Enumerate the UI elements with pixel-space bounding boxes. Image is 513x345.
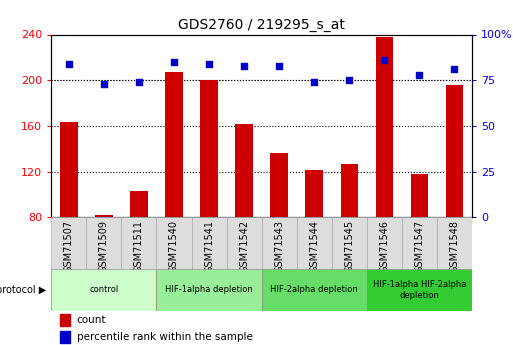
Bar — [367, 217, 402, 269]
Text: GSM71547: GSM71547 — [415, 220, 424, 273]
Text: GSM71540: GSM71540 — [169, 220, 179, 273]
Bar — [200, 80, 218, 217]
Point — [275, 63, 283, 68]
Point — [380, 57, 388, 63]
Text: count: count — [76, 315, 106, 325]
Bar — [305, 170, 323, 217]
Text: percentile rank within the sample: percentile rank within the sample — [76, 332, 252, 342]
Text: GSM71546: GSM71546 — [379, 220, 389, 273]
Text: control: control — [89, 285, 119, 294]
Point — [205, 61, 213, 67]
Bar — [156, 217, 191, 269]
Point — [170, 59, 178, 65]
Text: GSM71543: GSM71543 — [274, 220, 284, 273]
Text: GSM71507: GSM71507 — [64, 220, 74, 273]
Point — [345, 77, 353, 83]
Bar — [51, 269, 156, 310]
Bar — [60, 331, 70, 343]
Bar — [60, 122, 77, 217]
Bar — [60, 314, 70, 326]
Bar — [402, 217, 437, 269]
Bar — [446, 85, 463, 217]
Bar — [270, 153, 288, 217]
Bar — [165, 72, 183, 217]
Title: GDS2760 / 219295_s_at: GDS2760 / 219295_s_at — [178, 18, 345, 32]
Text: GSM71541: GSM71541 — [204, 220, 214, 273]
Bar — [341, 164, 358, 217]
Bar — [297, 217, 332, 269]
Point — [450, 67, 459, 72]
Bar — [410, 174, 428, 217]
Bar — [51, 217, 86, 269]
Bar — [437, 217, 472, 269]
Bar — [262, 217, 297, 269]
Text: HIF-1alpha HIF-2alpha
depletion: HIF-1alpha HIF-2alpha depletion — [372, 280, 466, 299]
Point — [310, 79, 318, 85]
Text: protocol ▶: protocol ▶ — [0, 285, 46, 295]
Bar — [95, 215, 113, 217]
Text: GSM71548: GSM71548 — [449, 220, 460, 273]
Text: GSM71545: GSM71545 — [344, 220, 354, 273]
Bar — [156, 269, 262, 310]
Text: GSM71544: GSM71544 — [309, 220, 319, 273]
Bar — [122, 217, 156, 269]
Bar — [235, 124, 253, 217]
Point — [240, 63, 248, 68]
Text: HIF-1alpha depletion: HIF-1alpha depletion — [165, 285, 253, 294]
Bar — [130, 191, 148, 217]
Bar — [367, 269, 472, 310]
Text: GSM71542: GSM71542 — [239, 220, 249, 273]
Text: HIF-2alpha depletion: HIF-2alpha depletion — [270, 285, 358, 294]
Text: GSM71511: GSM71511 — [134, 220, 144, 273]
Point — [100, 81, 108, 87]
Bar — [262, 269, 367, 310]
Bar — [227, 217, 262, 269]
Bar — [191, 217, 227, 269]
Bar — [332, 217, 367, 269]
Bar — [86, 217, 122, 269]
Text: GSM71509: GSM71509 — [99, 220, 109, 273]
Point — [65, 61, 73, 67]
Bar — [376, 37, 393, 217]
Point — [415, 72, 423, 78]
Point — [135, 79, 143, 85]
